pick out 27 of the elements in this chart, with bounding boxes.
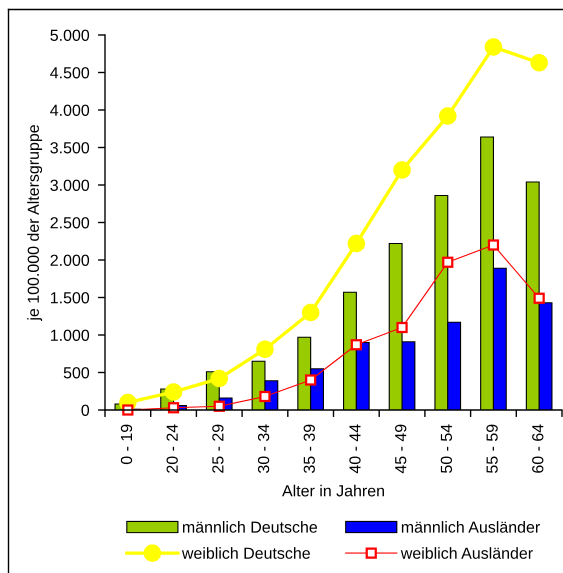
x-tick-label: 35 - 39 — [304, 424, 315, 473]
x-tick-label: 55 - 59 — [486, 424, 498, 473]
y-tick-label: 3.500 — [50, 142, 90, 154]
y-tick-label: 3.000 — [50, 180, 90, 191]
legend-label: männlich Ausländer — [402, 521, 540, 533]
y-tick-label: 500 — [64, 367, 90, 378]
x-tick-label: 40 - 44 — [349, 424, 361, 474]
legend-label: weiblich Deutsche — [182, 547, 310, 559]
y-tick-label: 4.000 — [50, 104, 90, 116]
x-tick-label: 60 - 64 — [532, 424, 544, 473]
y-axis-title: je 100.000 der Altersgruppe — [27, 125, 42, 322]
y-tick-label: 1.500 — [50, 292, 90, 304]
legend-label: männlich Deutsche — [182, 521, 318, 533]
x-tick-label: 45 - 49 — [395, 424, 406, 474]
y-tick-label: 4.500 — [50, 67, 90, 78]
x-axis-title: Alter in Jahren — [282, 484, 384, 496]
x-tick-label: 25 - 29 — [212, 424, 224, 473]
x-tick-label: 50 - 54 — [440, 424, 452, 473]
y-tick-label: 0 — [81, 404, 90, 416]
y-tick-label: 2.000 — [50, 254, 90, 266]
y-tick-label: 1.000 — [50, 330, 90, 341]
legend-label: weiblich Ausländer — [400, 547, 533, 559]
x-tick-label: 30 - 34 — [258, 424, 270, 473]
x-tick-label: 20 - 24 — [166, 424, 178, 473]
x-tick-label: 0 - 19 — [120, 424, 132, 464]
y-tick-label: 2.500 — [50, 217, 90, 228]
y-tick-label: 5.000 — [50, 30, 90, 41]
